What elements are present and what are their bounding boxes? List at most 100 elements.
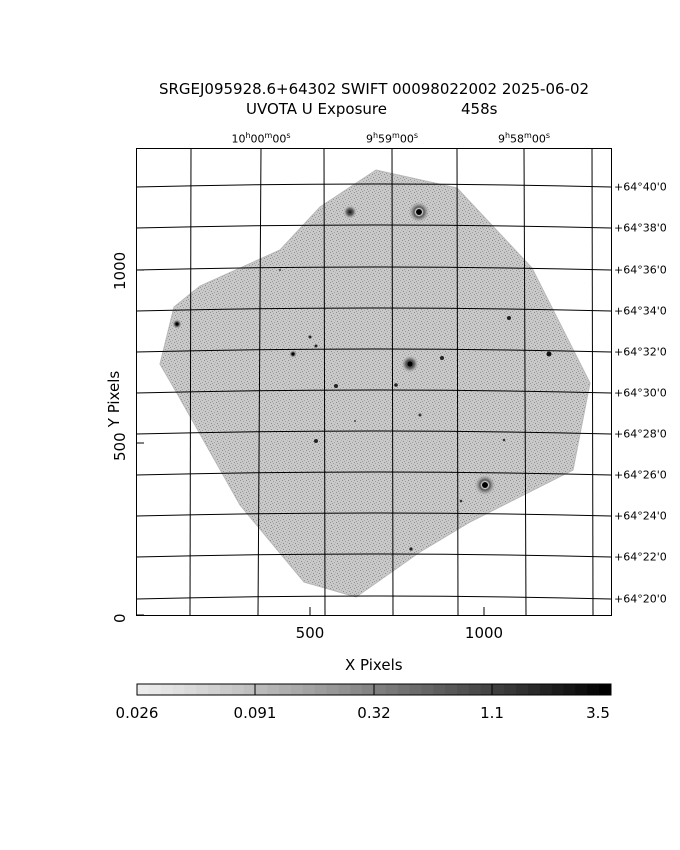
x-tick-label: 500 <box>295 624 325 642</box>
colorbar-segment <box>196 684 209 695</box>
colorbar-segment <box>385 684 399 695</box>
star-marker <box>416 209 422 215</box>
exposure-subtitle: UVOTA U Exposure 458s <box>0 100 680 120</box>
x-axis-label: X Pixels <box>345 656 403 674</box>
ra-grid-line <box>189 147 192 616</box>
x-tick-label: 1000 <box>464 624 504 642</box>
colorbar-segment <box>409 684 422 695</box>
star-marker <box>291 352 295 356</box>
colorbar-segment <box>480 684 493 695</box>
dec-grid-line <box>135 307 612 312</box>
axis-ticks <box>136 269 485 616</box>
colorbar-segment <box>255 684 268 695</box>
colorbar-segment <box>219 684 233 695</box>
colorbar-segment <box>314 684 328 695</box>
exposure-label: UVOTA U Exposure <box>246 100 387 118</box>
dec-tick-label: +64°30'0 <box>614 386 667 400</box>
colorbar-segment <box>492 684 505 695</box>
ra-grid-line <box>323 147 326 616</box>
star-marker <box>279 269 281 271</box>
ra-grid-line <box>391 147 394 616</box>
colorbar-label: 1.1 <box>480 704 504 722</box>
dec-grid-line <box>135 224 612 229</box>
star-marker <box>314 344 318 348</box>
dec-tick-label: +64°34'0 <box>614 304 667 318</box>
colorbar-segment <box>302 684 316 695</box>
dec-tick-label: +64°20'0 <box>614 592 667 606</box>
colorbar-segment <box>172 684 185 695</box>
colorbar-segment <box>137 684 150 695</box>
colorbar-segment <box>599 684 612 695</box>
star-marker <box>459 499 463 503</box>
colorbar-segment <box>148 684 162 695</box>
colorbar-segment <box>539 684 553 695</box>
colorbar-segment <box>468 684 482 695</box>
dec-tick-label: +64°36'0 <box>614 263 667 277</box>
ra-tick-label: 9h59m00s <box>365 131 419 146</box>
star-marker <box>409 547 413 551</box>
colorbar-segment <box>338 684 351 695</box>
dec-tick-label: +64°32'0 <box>614 345 667 359</box>
colorbar-segment <box>587 684 600 695</box>
colorbar-segment <box>528 684 541 695</box>
dec-grid-line <box>135 595 612 600</box>
dec-tick-label: +64°28'0 <box>614 427 667 441</box>
colorbar-segment <box>433 684 446 695</box>
dec-grid-line <box>135 266 612 271</box>
colorbar-label: 0.091 <box>233 704 277 722</box>
dec-tick-label: +64°40'0 <box>614 180 667 194</box>
colorbar-label: 0.026 <box>115 704 159 722</box>
colorbar-segment <box>326 684 339 695</box>
colorbar-segment <box>267 684 280 695</box>
colorbar-segment <box>184 684 197 695</box>
star-marker <box>334 384 338 388</box>
dec-grid-line <box>135 553 612 558</box>
star-marker <box>482 482 488 488</box>
plot-frame <box>136 148 612 616</box>
colorbar-segment <box>456 684 470 695</box>
dec-grid-line <box>135 183 612 188</box>
star-marker <box>343 205 357 219</box>
dec-grid-line <box>135 348 612 353</box>
dec-tick-label: +64°22'0 <box>614 550 667 564</box>
colorbar-segment <box>445 684 458 695</box>
colorbar-segment <box>504 684 517 695</box>
dec-grid-line <box>135 471 612 476</box>
colorbar-segment <box>279 684 292 695</box>
exposure-time: 458s <box>461 100 498 118</box>
colorbar-segment <box>362 684 375 695</box>
star-marker <box>502 438 506 442</box>
star-marker <box>314 439 318 443</box>
colorbar-segment <box>160 684 174 695</box>
dec-tick-label: +64°24'0 <box>614 509 667 523</box>
star-marker <box>175 322 179 326</box>
star-marker <box>394 383 398 387</box>
dec-grid-line <box>135 389 612 394</box>
coordinate-grid <box>135 147 612 616</box>
dec-tick-label: +64°38'0 <box>614 221 667 235</box>
ra-grid-line <box>591 147 594 616</box>
star-marker <box>546 351 552 357</box>
star-marker <box>308 335 312 339</box>
star-marker <box>440 356 444 360</box>
colorbar-segment <box>374 684 387 695</box>
colorbar-segment <box>243 684 256 695</box>
colorbar-segment <box>516 684 529 695</box>
dec-grid-line <box>135 430 612 435</box>
star-marker <box>354 420 356 422</box>
colorbar-segment <box>551 684 565 695</box>
ra-tick-label: 10h00m00s <box>231 131 291 146</box>
colorbar-segment <box>421 684 434 695</box>
star-marker <box>407 361 413 367</box>
ra-tick-label: 9h58m00s <box>497 131 551 146</box>
star-marker <box>418 413 422 417</box>
colorbar-segment <box>563 684 576 695</box>
colorbar-segment <box>231 684 245 695</box>
colorbar-segment <box>575 684 588 695</box>
dec-grid-line <box>135 512 612 517</box>
colorbar-segment <box>291 684 304 695</box>
dec-tick-label: +64°26'0 <box>614 468 667 482</box>
image-title: SRGEJ095928.6+64302 SWIFT 00098022002 20… <box>158 80 590 98</box>
colorbar-segment <box>397 684 411 695</box>
